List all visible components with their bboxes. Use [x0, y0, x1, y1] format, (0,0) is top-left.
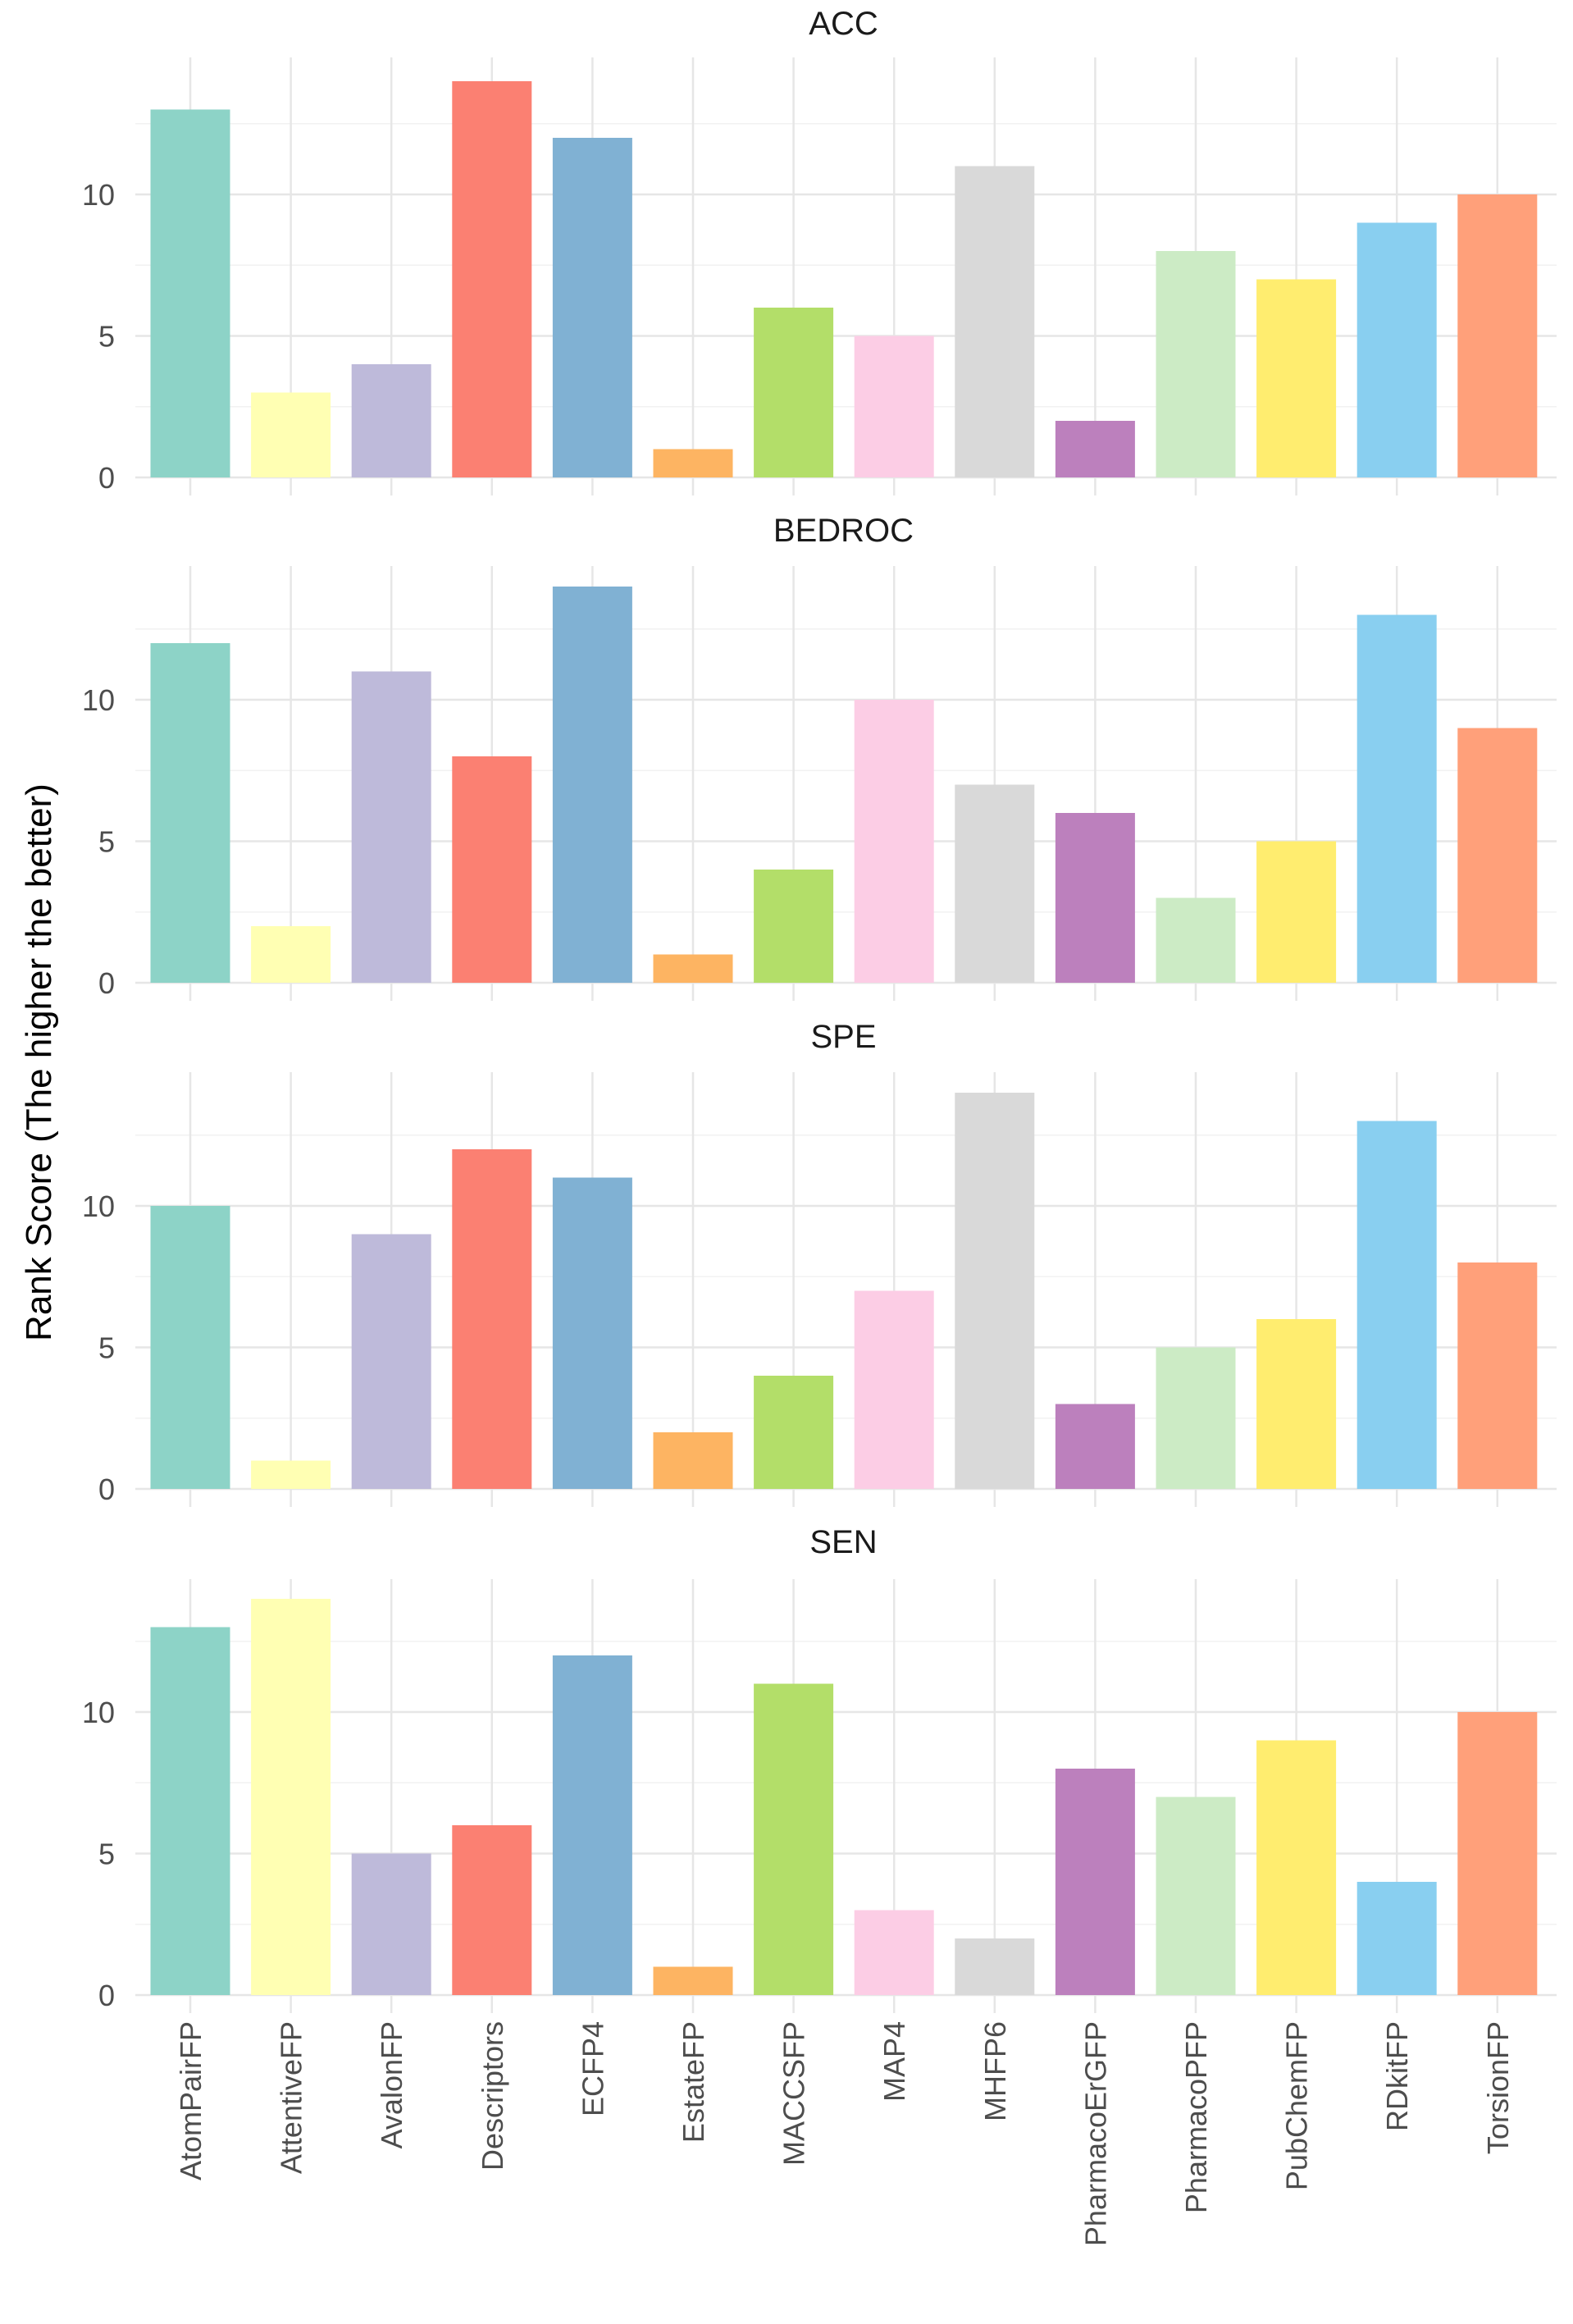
bar-sen-pubchemfp — [1256, 1740, 1337, 1995]
bar-spe-avalonfp — [351, 1234, 431, 1489]
bar-acc-pharmacopfp — [1156, 251, 1236, 477]
x-tick-label: TorsionFP — [1481, 2021, 1515, 2154]
bar-spe-estatefp — [653, 1432, 733, 1489]
bar-spe-pharmacoergfp — [1055, 1404, 1135, 1489]
bar-spe-mhfp6 — [955, 1093, 1035, 1489]
y-tick-label: 0 — [98, 966, 115, 1000]
x-tick-label: MACCSFP — [777, 2021, 811, 2166]
bar-spe-pharmacopfp — [1156, 1347, 1236, 1489]
bar-spe-atompairfp — [150, 1206, 230, 1489]
facet-sen: SEN 0 5 10 — [82, 1524, 1557, 2013]
y-tick-label: 0 — [98, 1472, 115, 1506]
bar-bedroc-descriptors — [452, 756, 532, 983]
bar-acc-map4 — [854, 336, 934, 477]
bar-acc-attentivefp — [251, 392, 331, 477]
bar-sen-maccsfp — [754, 1683, 834, 1995]
bar-bedroc-attentivefp — [251, 926, 331, 983]
bar-acc-torsionfp — [1457, 194, 1538, 477]
bar-sen-mhfp6 — [955, 1938, 1035, 1995]
bar-sen-estatefp — [653, 1966, 733, 1995]
bar-spe-maccsfp — [754, 1376, 834, 1489]
y-tick-label: 5 — [98, 1331, 115, 1365]
bar-sen-pharmacopfp — [1156, 1797, 1236, 1995]
x-tick-label: MAP4 — [878, 2021, 911, 2102]
bar-spe-ecfp4 — [552, 1177, 632, 1489]
bar-sen-pharmacoergfp — [1055, 1769, 1135, 1995]
bar-bedroc-avalonfp — [351, 671, 431, 983]
x-tick-label: PharmacoPFP — [1179, 2021, 1213, 2213]
bar-spe-torsionfp — [1457, 1262, 1538, 1489]
bar-bedroc-maccsfp — [754, 870, 834, 983]
bar-sen-torsionfp — [1457, 1712, 1538, 1995]
y-tick-label: 5 — [98, 825, 115, 859]
facet-title: SEN — [809, 1524, 877, 1560]
x-tick-label: PubChemFP — [1280, 2021, 1314, 2190]
x-tick-label: Descriptors — [476, 2021, 509, 2171]
bar-sen-rdkitfp — [1356, 1882, 1437, 1995]
facet-panels: ACC 0 5 10 BEDROC 0 5 10 SPE 0 5 10 SEN 0 5 10 — [82, 6, 1557, 2013]
bar-acc-descriptors — [452, 81, 532, 477]
bar-sen-map4 — [854, 1910, 934, 1995]
x-tick-label: AtomPairFP — [174, 2021, 207, 2180]
x-tick-label: AvalonFP — [375, 2021, 408, 2148]
facet-title: ACC — [809, 6, 878, 42]
bar-sen-descriptors — [452, 1825, 532, 1995]
bar-spe-map4 — [854, 1290, 934, 1489]
bar-spe-descriptors — [452, 1149, 532, 1489]
bar-acc-ecfp4 — [552, 138, 632, 477]
bar-sen-avalonfp — [351, 1853, 431, 1995]
facet-title: BEDROC — [773, 513, 914, 549]
bar-sen-attentivefp — [251, 1599, 331, 1995]
bar-bedroc-pubchemfp — [1256, 841, 1337, 983]
y-tick-label: 0 — [98, 461, 115, 495]
y-tick-label: 10 — [82, 1189, 115, 1223]
x-axis-tick-labels: AtomPairFP AttentiveFP AvalonFP Descriptors… — [174, 2021, 1515, 2246]
y-tick-label: 5 — [98, 320, 115, 354]
bar-bedroc-mhfp6 — [955, 784, 1035, 983]
y-tick-label: 10 — [82, 178, 115, 212]
x-tick-label: AttentiveFP — [275, 2021, 308, 2174]
bar-bedroc-torsionfp — [1457, 728, 1538, 983]
bar-spe-pubchemfp — [1256, 1319, 1337, 1489]
x-tick-label: RDkitFP — [1380, 2021, 1414, 2131]
x-tick-label: PharmacoErGFP — [1078, 2021, 1112, 2246]
bar-acc-mhfp6 — [955, 166, 1035, 477]
bar-bedroc-pharmacopfp — [1156, 897, 1236, 983]
bar-acc-pubchemfp — [1256, 279, 1337, 477]
bar-bedroc-atompairfp — [150, 643, 230, 983]
bar-sen-atompairfp — [150, 1627, 230, 1995]
bar-sen-ecfp4 — [552, 1655, 632, 1995]
bar-acc-avalonfp — [351, 364, 431, 477]
facet-bedroc: BEDROC 0 5 10 — [82, 513, 1557, 1001]
facet-spe: SPE 0 5 10 — [82, 1019, 1557, 1507]
bar-bedroc-ecfp4 — [552, 587, 632, 983]
x-tick-label: ECFP4 — [576, 2021, 609, 2116]
facet-acc: ACC 0 5 10 — [82, 6, 1557, 495]
y-tick-label: 5 — [98, 1838, 115, 1871]
bar-acc-atompairfp — [150, 109, 230, 477]
bar-acc-maccsfp — [754, 308, 834, 477]
bar-bedroc-pharmacoergfp — [1055, 813, 1135, 983]
bar-spe-rdkitfp — [1356, 1121, 1437, 1489]
bar-bedroc-estatefp — [653, 954, 733, 983]
y-tick-label: 0 — [98, 1979, 115, 2012]
bar-acc-pharmacoergfp — [1055, 421, 1135, 477]
bar-bedroc-map4 — [854, 700, 934, 983]
bar-spe-attentivefp — [251, 1460, 331, 1489]
bar-acc-rdkitfp — [1356, 222, 1437, 477]
facet-title: SPE — [810, 1019, 876, 1055]
y-tick-label: 10 — [82, 1696, 115, 1729]
x-tick-label: EstateFP — [677, 2021, 710, 2143]
bar-bedroc-rdkitfp — [1356, 614, 1437, 983]
x-tick-label: MHFP6 — [978, 2021, 1012, 2121]
y-tick-label: 10 — [82, 683, 115, 717]
bar-acc-estatefp — [653, 449, 733, 477]
y-axis-label: Rank Score (The higher the better) — [19, 783, 59, 1341]
